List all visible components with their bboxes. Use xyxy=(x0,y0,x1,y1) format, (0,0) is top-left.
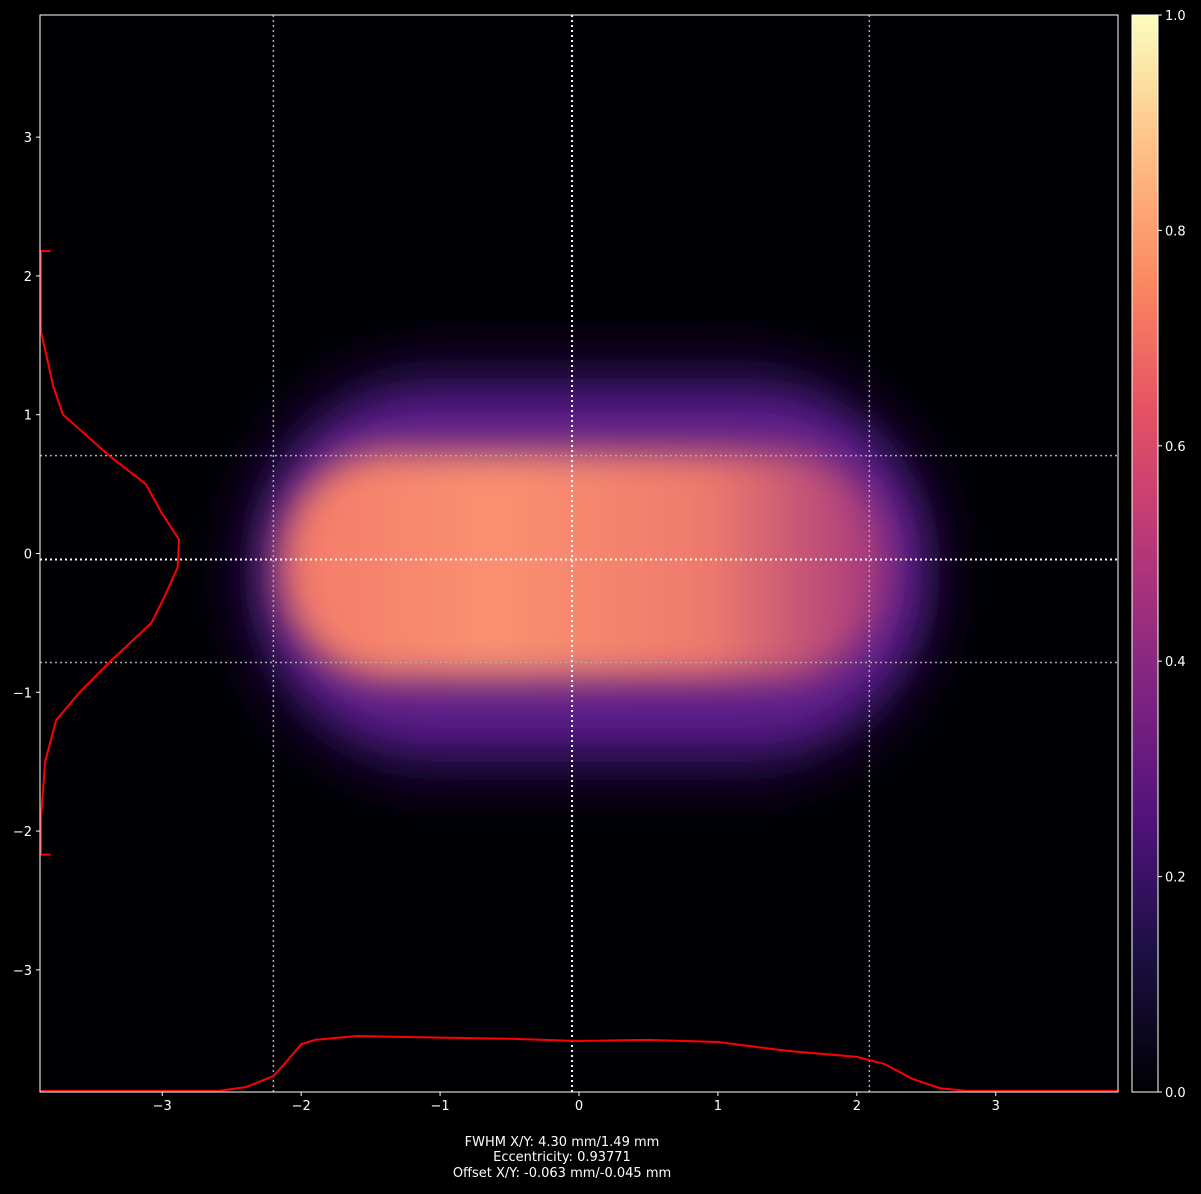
x-tick-label: 0 xyxy=(575,1099,583,1114)
colorbar: 0.0 0.2 0.4 0.6 0.8 1.0 xyxy=(1131,9,1186,1101)
y-tick-label: 1 xyxy=(24,409,32,424)
colorbar-tick-label: 1.0 xyxy=(1165,9,1186,24)
y-tick-label: −1 xyxy=(13,686,32,701)
fwhm-text: FWHM X/Y: 4.30 mm/1.49 mm xyxy=(465,1135,660,1150)
colorbar-tick-label: 0.4 xyxy=(1165,655,1186,670)
y-profile-line xyxy=(40,249,181,856)
x-tick-label: 1 xyxy=(714,1099,722,1114)
x-tick-label: −1 xyxy=(430,1099,449,1114)
eccentricity-text: Eccentricity: 0.93771 xyxy=(493,1150,631,1165)
colorbar-tick-label: 0.6 xyxy=(1165,440,1186,455)
y-tick-label: 3 xyxy=(24,131,32,146)
x-axis: −3 −2 −1 0 1 2 3 xyxy=(153,1092,1000,1114)
y-tick-label: −2 xyxy=(13,825,32,840)
colorbar-ticks: 0.0 0.2 0.4 0.6 0.8 1.0 xyxy=(1158,9,1186,1101)
x-profile-line xyxy=(40,1034,1118,1092)
offset-text: Offset X/Y: -0.063 mm/-0.045 mm xyxy=(453,1166,671,1181)
y-tick-label: 0 xyxy=(24,548,32,563)
x-tick-label: −2 xyxy=(292,1099,311,1114)
y-axis: −3 −2 −1 0 1 2 3 xyxy=(13,131,40,979)
colorbar-tick-label: 0.0 xyxy=(1165,1086,1186,1101)
annotation: FWHM X/Y: 4.30 mm/1.49 mm Eccentricity: … xyxy=(453,1135,671,1181)
colorbar-tick-label: 0.8 xyxy=(1165,224,1186,239)
colorbar-tick-label: 0.2 xyxy=(1165,871,1186,886)
beam-image xyxy=(240,360,940,780)
colorbar-gradient xyxy=(1131,14,1159,1093)
x-tick-label: −3 xyxy=(153,1099,172,1114)
plot-area: −3 −2 −1 0 1 2 3 −3 −2 −1 0 1 2 3 xyxy=(13,14,1119,1114)
y-tick-label: −3 xyxy=(13,964,32,979)
x-tick-label: 3 xyxy=(992,1099,1000,1114)
y-tick-label: 2 xyxy=(24,270,32,285)
x-tick-label: 2 xyxy=(853,1099,861,1114)
profiles xyxy=(40,249,1118,1092)
beam-core xyxy=(280,450,890,680)
